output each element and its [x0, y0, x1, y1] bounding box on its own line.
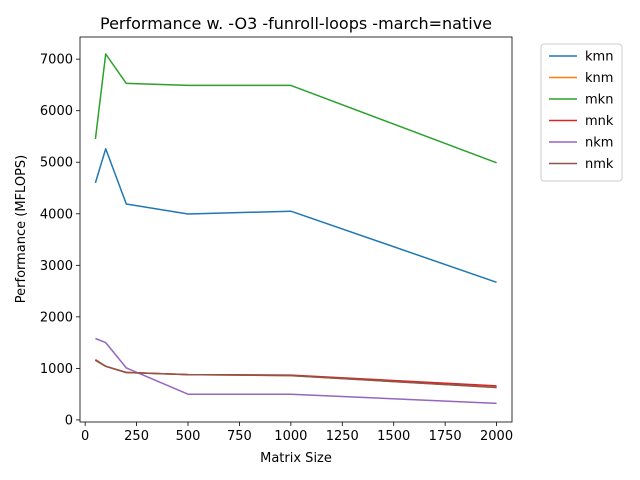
y-tick-label: 4000 [40, 207, 73, 222]
y-tick-label: 0 [65, 413, 73, 428]
series-lines [94, 53, 497, 405]
legend-label-kmn: kmn [585, 50, 613, 65]
y-axis: 0 1000 2000 3000 4000 5000 6000 7000 [40, 53, 80, 428]
x-tick-label: 1250 [326, 429, 359, 444]
x-tick-label: 500 [176, 429, 201, 444]
series-line-kmn [94, 148, 497, 284]
x-tick-label: 0 [81, 429, 89, 444]
series-line-mkn [94, 53, 497, 164]
legend: kmn knm mkn mnk nkm nmk [540, 43, 623, 182]
x-tick-label: 1000 [274, 429, 307, 444]
x-axis: 0 250 500 750 1000 1250 1500 1750 2000 [81, 422, 513, 444]
plot-area [79, 36, 513, 423]
legend-label-mnk: mnk [585, 114, 614, 129]
plot-frame [79, 36, 513, 423]
legend-label-knm: knm [585, 71, 613, 86]
y-tick-label: 6000 [40, 104, 73, 119]
series-line-nkm [95, 337, 497, 405]
y-axis-label: Performance (MFLOPS) [14, 155, 29, 303]
x-tick-label: 250 [124, 429, 149, 444]
y-tick-label: 5000 [40, 156, 73, 171]
x-axis-label: Matrix Size [260, 451, 332, 466]
x-tick-label: 1500 [377, 429, 410, 444]
y-tick-label: 3000 [40, 259, 73, 274]
legend-label-nkm: nkm [585, 136, 613, 151]
legend-label-mkn: mkn [585, 93, 613, 108]
chart-title: Performance w. -O3 -funroll-loops -march… [100, 14, 492, 33]
y-tick-label: 1000 [40, 362, 73, 377]
series-line-nmk [95, 359, 497, 389]
x-tick-label: 750 [227, 429, 252, 444]
x-tick-label: 1750 [429, 429, 462, 444]
y-tick-label: 2000 [40, 310, 73, 325]
x-tick-label: 2000 [480, 429, 513, 444]
y-tick-label: 7000 [40, 53, 73, 68]
legend-label-nmk: nmk [585, 157, 614, 172]
